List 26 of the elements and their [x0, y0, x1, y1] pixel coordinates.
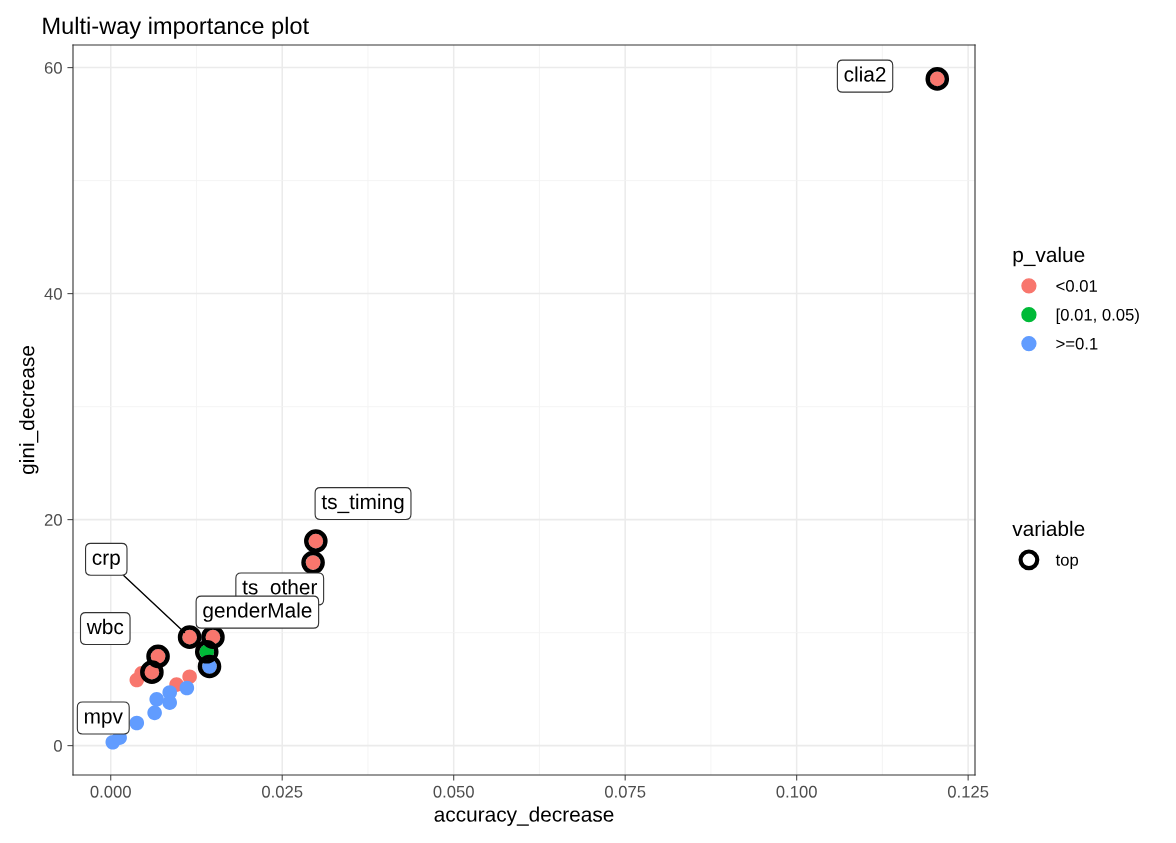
annotation: clia2 [844, 66, 886, 82]
y-axis-title: gini_decrease [19, 346, 39, 474]
annotation: genderMale [203, 602, 312, 622]
y-tick-label: 20 [44, 514, 62, 526]
legend-label: >=0.1 [1056, 337, 1098, 350]
x-tick-label: 0.100 [776, 785, 817, 798]
y-tick-label: 60 [44, 62, 62, 74]
annotation: wbc [86, 618, 124, 635]
y-tick-label: 0 [53, 740, 62, 752]
legend-label: top [1055, 554, 1079, 570]
legend-label: <0.01 [1056, 280, 1097, 292]
x-tick-label: 0.075 [604, 785, 646, 798]
x-tick-label: 0.000 [90, 785, 131, 798]
x-axis-title: accuracy_decrease [434, 806, 614, 826]
y-tick-label: 40 [44, 288, 62, 300]
legend-label: [0.01, 0.05) [1056, 308, 1139, 324]
x-tick-label: 0.125 [947, 785, 989, 798]
x-tick-label: 0.050 [433, 785, 474, 798]
annotation: mpv [84, 712, 123, 728]
annotation: ts_timing [321, 493, 404, 514]
annotation: crp [92, 553, 120, 570]
x-tick-label: 0.025 [262, 785, 303, 798]
chart-title: Multi-way importance plot [43, 16, 309, 39]
annotation: ts_other [242, 579, 318, 599]
text: p_value [1013, 246, 1085, 267]
text: variable [1012, 520, 1085, 537]
